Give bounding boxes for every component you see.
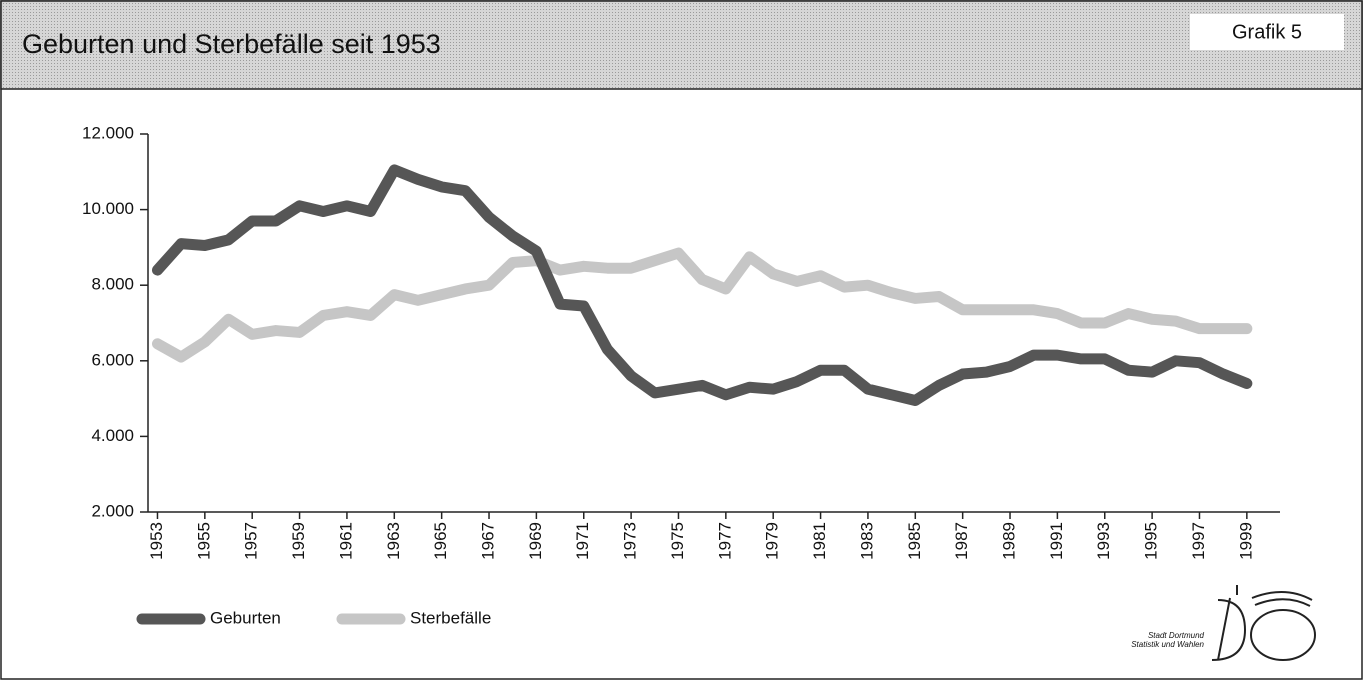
x-tick-label: 1975 (668, 522, 687, 560)
x-tick-label: 1955 (194, 522, 213, 560)
x-tick-label: 1991 (1047, 522, 1066, 560)
y-tick-label: 8.000 (91, 275, 134, 294)
chart-title: Geburten und Sterbefälle seit 1953 (22, 29, 441, 59)
series-line (151, 247, 1253, 363)
source-line: Stadt Dortmund (1148, 631, 1205, 640)
x-tick-label: 1989 (1000, 522, 1019, 560)
x-tick-label: 1963 (384, 522, 403, 560)
chart-label: Grafik 5 (1232, 21, 1302, 43)
x-tick-label: 1981 (810, 522, 829, 560)
x-tick-label: 1967 (479, 522, 498, 560)
y-tick-label: 4.000 (91, 426, 134, 445)
x-tick-label: 1957 (242, 522, 261, 560)
x-tick-label: 1965 (431, 522, 450, 560)
x-tick-label: 1971 (573, 522, 592, 560)
y-tick-label: 12.000 (82, 123, 134, 142)
y-tick-label: 2.000 (91, 501, 134, 520)
legend-label: Sterbefälle (410, 608, 491, 627)
x-tick-label: 1987 (952, 522, 971, 560)
x-tick-label: 1985 (905, 522, 924, 560)
x-tick-label: 1995 (1142, 522, 1161, 560)
x-tick-label: 1961 (336, 522, 355, 560)
x-tick-label: 1969 (526, 522, 545, 560)
y-tick-label: 10.000 (82, 199, 134, 218)
logo (1211, 585, 1316, 661)
x-tick-label: 1979 (763, 522, 782, 560)
legend-label: Geburten (210, 608, 281, 627)
source-line: Statistik und Wahlen (1131, 640, 1204, 649)
x-tick-label: 1983 (857, 522, 876, 560)
x-tick-label: 1977 (715, 522, 734, 560)
y-tick-label: 6.000 (91, 350, 134, 369)
x-tick-label: 1997 (1189, 522, 1208, 560)
label-box (1190, 14, 1344, 50)
x-tick-label: 1959 (289, 522, 308, 560)
x-tick-label: 1973 (621, 522, 640, 560)
x-tick-label: 1993 (1094, 522, 1113, 560)
x-tick-label: 1999 (1236, 522, 1255, 560)
header (0, 0, 1363, 90)
x-tick-label: 1953 (147, 522, 166, 560)
series-line (151, 164, 1253, 406)
